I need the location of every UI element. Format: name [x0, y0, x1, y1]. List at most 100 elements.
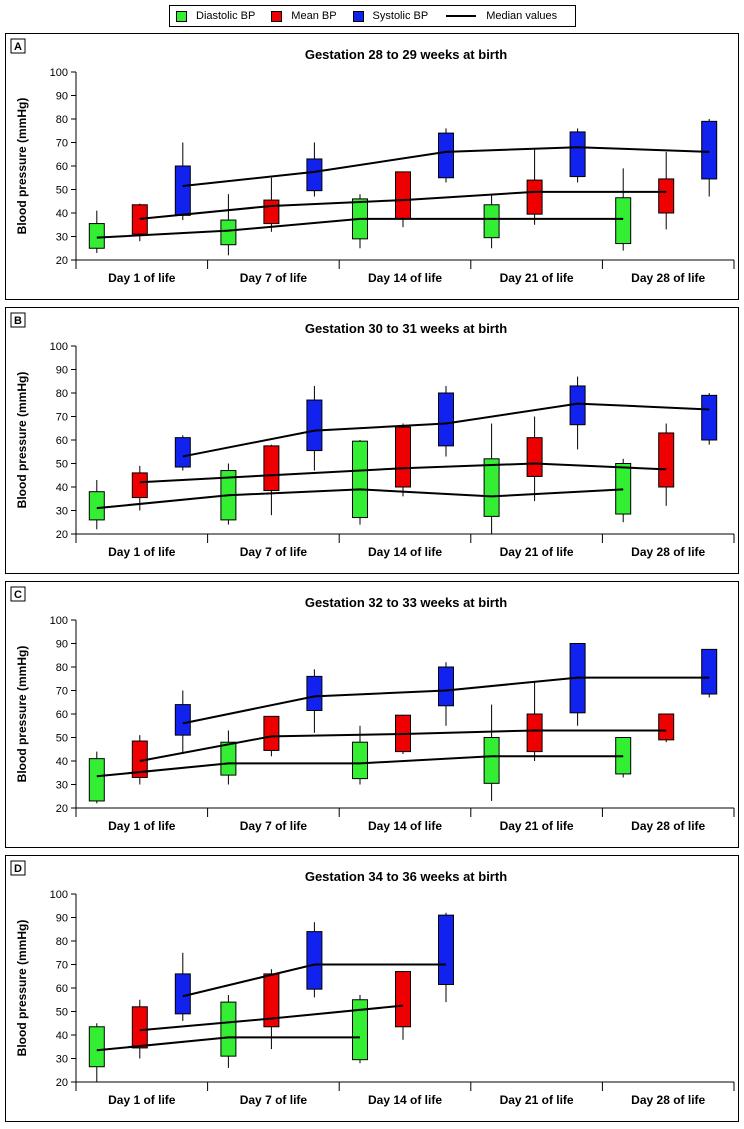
y-axis-label: Blood pressure (mmHg) [15, 98, 29, 235]
box-mean [395, 171, 411, 220]
y-tick-label: 30 [56, 232, 68, 244]
panel-letter-box [10, 312, 26, 328]
y-tick-label: 50 [56, 733, 68, 745]
y-tick-label: 100 [50, 67, 68, 79]
box-diastolic [88, 491, 105, 521]
box-mean [658, 432, 675, 488]
box-mean [395, 426, 411, 488]
median-line-mean [139, 190, 667, 220]
y-tick-label: 50 [56, 1007, 68, 1019]
chart-panel-c: C Gestation 32 to 33 weeks at birth Blood … [5, 581, 739, 848]
median-line-mean [139, 462, 667, 484]
y-tick-label: 60 [56, 709, 68, 721]
box-mean [526, 437, 543, 477]
box-systolic [306, 399, 323, 452]
box-systolic [701, 394, 718, 441]
chart-panel-a: A Gestation 28 to 29 weeks at birth Blood … [5, 33, 739, 300]
panel-letter-box [10, 860, 26, 876]
median-line-diastolic [96, 488, 624, 510]
x-category-label: Day 28 of life [631, 1093, 705, 1107]
box-diastolic [483, 737, 500, 784]
box-diastolic [352, 999, 368, 1061]
box-systolic [438, 914, 454, 985]
y-tick-label: 100 [50, 615, 68, 627]
y-tick-label: 30 [56, 780, 68, 792]
chart-title: Gestation 32 to 33 weeks at birth [305, 595, 507, 610]
x-category-label: Day 1 of life [108, 271, 176, 285]
box-diastolic [352, 741, 368, 780]
legend-swatch-systolic [352, 10, 364, 22]
x-category-label: Day 1 of life [108, 545, 176, 559]
box-diastolic [483, 458, 500, 517]
box-mean [131, 204, 148, 235]
y-tick-label: 80 [56, 936, 68, 948]
box-mean [263, 199, 280, 225]
box-mean [263, 715, 280, 751]
box-systolic [174, 165, 191, 216]
y-tick-label: 30 [56, 506, 68, 518]
x-category-label: Day 21 of life [500, 1093, 574, 1107]
box-mean [658, 178, 675, 214]
box-systolic [306, 158, 323, 192]
box-diastolic [615, 197, 632, 245]
y-tick-label: 60 [56, 435, 68, 447]
panel-letter: B [14, 315, 22, 327]
y-tick-label: 70 [56, 412, 68, 424]
box-systolic [174, 973, 191, 1015]
box-systolic [569, 131, 586, 178]
box-diastolic [220, 1001, 237, 1057]
y-tick-label: 90 [56, 365, 68, 377]
y-tick-label: 70 [56, 138, 68, 150]
panel-letter-box [10, 586, 26, 602]
y-tick-label: 60 [56, 983, 68, 995]
box-mean [395, 971, 411, 1028]
x-category-label: Day 21 of life [500, 545, 574, 559]
x-category-label: Day 21 of life [500, 271, 574, 285]
x-category-label: Day 1 of life [108, 819, 176, 833]
y-tick-label: 50 [56, 185, 68, 197]
box-systolic [438, 132, 454, 179]
median-line-systolic [182, 402, 710, 458]
y-tick-label: 90 [56, 913, 68, 925]
panel-letter: D [14, 863, 22, 875]
box-systolic [701, 120, 718, 180]
y-tick-label: 90 [56, 639, 68, 651]
x-category-label: Day 28 of life [631, 545, 705, 559]
y-tick-label: 90 [56, 91, 68, 103]
y-tick-label: 100 [50, 341, 68, 353]
chart-panel-b: B Gestation 30 to 31 weeks at birth Blood … [5, 307, 739, 574]
legend-label-diastolic: Diastolic BP [196, 10, 256, 22]
x-category-label: Day 14 of life [368, 271, 442, 285]
median-line-systolic [182, 676, 710, 725]
chart-svg-a: A Gestation 28 to 29 weeks at birth Blood … [10, 38, 735, 285]
y-tick-label: 100 [50, 889, 68, 901]
median-line-mean [139, 729, 667, 762]
box-diastolic [220, 219, 237, 246]
box-systolic [438, 392, 454, 447]
y-tick-label: 20 [56, 529, 68, 541]
legend-swatch-diastolic [176, 10, 187, 22]
y-axis-label: Blood pressure (mmHg) [15, 920, 29, 1057]
median-line-diastolic [96, 755, 624, 778]
chart-title: Gestation 34 to 36 weeks at birth [305, 869, 507, 884]
box-systolic [701, 648, 718, 695]
box-diastolic [483, 204, 500, 239]
legend-item-mean: Mean BP [271, 10, 337, 22]
chart-legend: Diastolic BP Mean BP Systolic BP Median … [169, 5, 576, 27]
y-axis-label: Blood pressure (mmHg) [15, 646, 29, 783]
box-mean [658, 713, 675, 741]
chart-svg-b: B Gestation 30 to 31 weeks at birth Blood … [10, 312, 735, 559]
y-tick-label: 80 [56, 662, 68, 674]
legend-item-diastolic: Diastolic BP [176, 10, 255, 22]
box-systolic [306, 931, 323, 990]
x-category-label: Day 14 of life [368, 545, 442, 559]
median-line-diastolic [96, 1036, 360, 1052]
box-diastolic [88, 1026, 105, 1068]
box-systolic [174, 437, 191, 468]
y-tick-label: 40 [56, 1030, 68, 1042]
x-category-label: Day 7 of life [240, 271, 308, 285]
x-category-label: Day 7 of life [240, 1093, 308, 1107]
y-tick-label: 20 [56, 255, 68, 267]
x-category-label: Day 14 of life [368, 1093, 442, 1107]
legend-label-systolic: Systolic BP [372, 10, 429, 22]
